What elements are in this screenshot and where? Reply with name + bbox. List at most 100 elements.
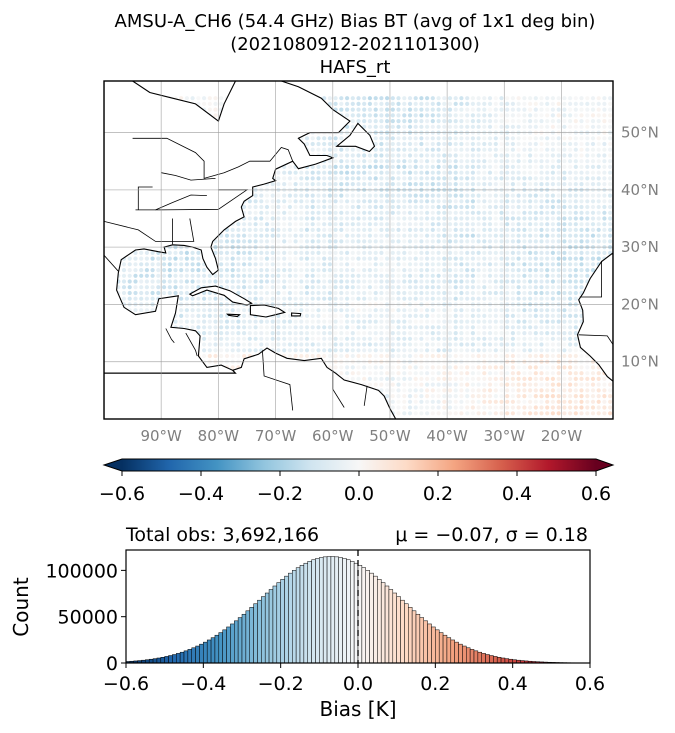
- bias-dot: [562, 239, 567, 244]
- bias-dot: [465, 164, 470, 169]
- bias-dot: [596, 136, 601, 141]
- bias-dot: [396, 296, 401, 301]
- bias-dot: [299, 262, 304, 267]
- bias-dot: [367, 107, 372, 112]
- bias-dot: [442, 101, 447, 106]
- bias-dot: [413, 113, 418, 118]
- bias-dot: [442, 394, 447, 399]
- bias-dot: [327, 159, 332, 164]
- bias-dot: [396, 411, 401, 416]
- bias-dot: [533, 296, 538, 301]
- bias-dot: [333, 319, 338, 324]
- bias-dot: [259, 331, 264, 336]
- bias-dot: [573, 96, 578, 101]
- bias-dot: [224, 273, 230, 278]
- bias-dot: [287, 353, 292, 359]
- bias-dot: [264, 227, 270, 232]
- bias-dot: [539, 388, 544, 393]
- bias-dot: [385, 348, 390, 353]
- bias-dot: [253, 319, 258, 324]
- bias-dot: [459, 268, 464, 273]
- bias-dot: [430, 176, 435, 181]
- bias-dot: [276, 319, 281, 324]
- bias-dot: [505, 216, 510, 221]
- bias-dot: [425, 153, 430, 158]
- histogram-bar: [423, 620, 428, 664]
- bias-dot: [568, 227, 573, 232]
- bias-dot: [322, 273, 327, 278]
- bias-dot: [516, 227, 521, 232]
- bias-dot: [556, 199, 561, 204]
- bias-dot: [316, 193, 321, 198]
- bias-dot: [556, 227, 561, 232]
- bias-dot: [585, 239, 590, 244]
- bias-dot: [413, 336, 418, 341]
- bias-dot: [333, 290, 338, 296]
- bias-dot: [539, 199, 544, 204]
- bias-dot: [270, 227, 275, 232]
- bias-dot: [385, 216, 390, 221]
- bias-dot: [316, 319, 321, 324]
- bias-dot: [350, 233, 355, 238]
- bias-dot: [362, 313, 367, 318]
- bias-dot: [224, 348, 230, 353]
- bias-dot: [562, 227, 567, 232]
- bias-dot: [425, 182, 430, 187]
- bias-dot: [487, 256, 493, 261]
- bias-dot: [545, 382, 550, 387]
- bias-dot: [379, 376, 384, 381]
- bias-dot: [579, 170, 584, 175]
- bias-dot: [247, 239, 252, 244]
- bias-dot: [385, 164, 390, 169]
- bias-dot: [487, 348, 493, 353]
- bias-dot: [179, 313, 184, 318]
- bias-dot: [379, 382, 384, 387]
- bias-dot: [459, 342, 464, 347]
- histogram-bar: [473, 650, 479, 664]
- bias-dot: [253, 216, 258, 221]
- bias-dot: [470, 141, 475, 147]
- bias-dot: [510, 136, 515, 141]
- bias-dot: [453, 325, 458, 330]
- bias-dot: [419, 342, 424, 347]
- bias-dot: [436, 107, 441, 112]
- bias-dot: [436, 388, 441, 393]
- bias-dot: [505, 153, 510, 158]
- bias-dot: [333, 170, 338, 175]
- bias-dot: [447, 411, 453, 416]
- bias-dot: [585, 182, 590, 187]
- bias-dot: [350, 268, 355, 273]
- bias-dot: [413, 101, 418, 106]
- bias-dot: [316, 227, 321, 232]
- bias-dot: [350, 319, 355, 324]
- bias-dot: [402, 336, 407, 341]
- bias-dot: [573, 273, 578, 278]
- bias-dot: [516, 239, 521, 244]
- bias-dot: [385, 193, 390, 198]
- bias-dot: [550, 290, 556, 296]
- bias-dot: [133, 290, 138, 296]
- bias-dot: [407, 147, 413, 152]
- histogram-bar: [203, 641, 208, 664]
- bias-dot: [585, 399, 590, 404]
- bias-dot: [207, 107, 212, 112]
- bias-dot: [499, 376, 504, 381]
- bias-dot: [510, 371, 515, 376]
- bias-dot: [430, 348, 435, 353]
- bias-dot: [499, 319, 504, 324]
- bias-dot: [287, 313, 292, 318]
- bias-dot: [499, 313, 504, 318]
- bias-dot: [264, 193, 270, 198]
- bias-dot: [590, 182, 596, 187]
- bias-dot: [287, 342, 292, 347]
- bias-dot: [322, 268, 327, 273]
- bias-dot: [184, 313, 189, 318]
- bias-dot: [470, 279, 475, 284]
- bias-dot: [590, 199, 596, 204]
- bias-dot: [327, 250, 332, 255]
- histogram-bar: [438, 632, 444, 664]
- bias-dot: [556, 371, 561, 376]
- bias-dot: [396, 285, 401, 290]
- bias-dot: [390, 285, 395, 290]
- bias-dot: [556, 308, 561, 313]
